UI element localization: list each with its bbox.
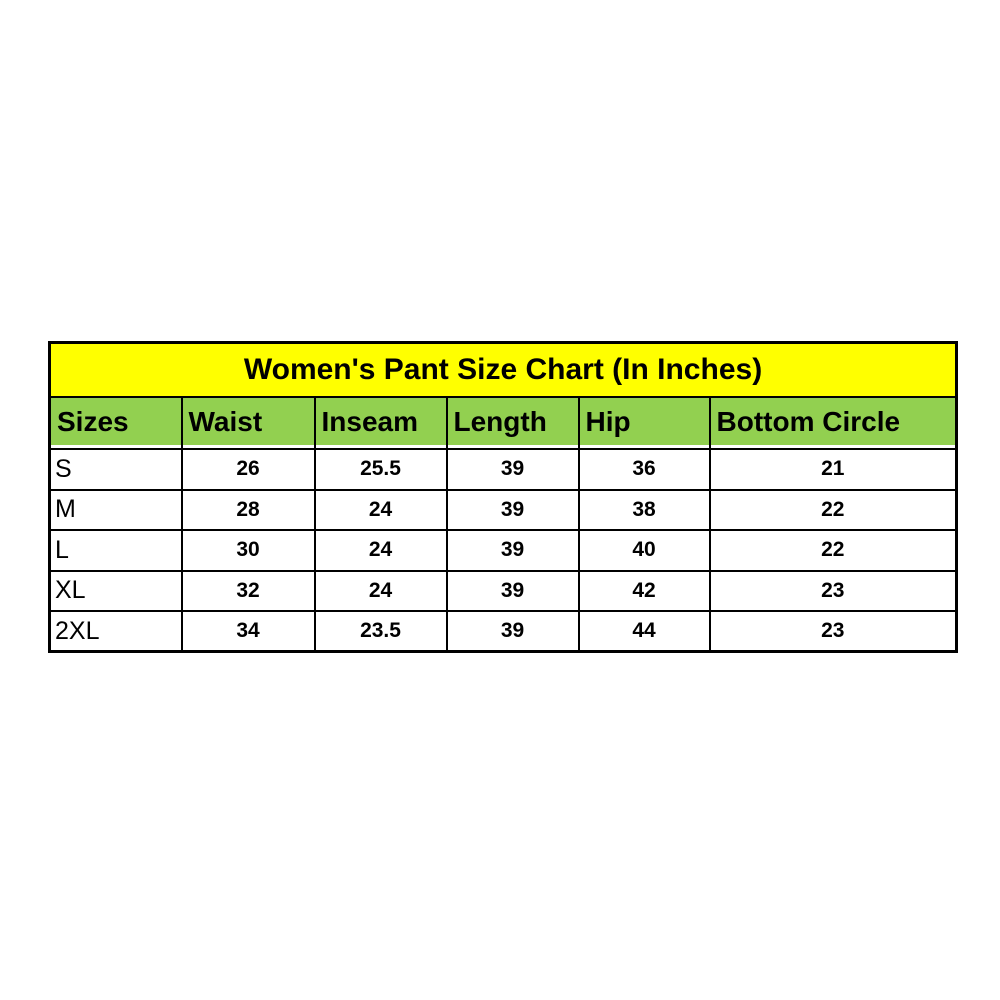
inseam-value: 24 — [313, 488, 448, 531]
hip-value: 38 — [577, 488, 711, 531]
size-chart-table: Women's Pant Size Chart (In Inches) Size… — [48, 341, 959, 653]
length-value: 39 — [445, 488, 580, 531]
column-header-sizes: Sizes — [48, 396, 183, 450]
column-header-bottom-circle: Bottom Circle — [708, 396, 958, 450]
table-row-xl: XL 32 24 39 42 23 — [48, 569, 958, 612]
waist-value: 32 — [180, 569, 316, 612]
hip-value: 44 — [577, 610, 711, 653]
inseam-value: 23.5 — [313, 610, 448, 653]
table-row-l: L 30 24 39 40 22 — [48, 529, 958, 572]
length-value: 39 — [445, 529, 580, 572]
size-label: XL — [48, 569, 183, 612]
header-row: Sizes Waist Inseam Length Hip Bottom Cir… — [48, 396, 958, 450]
size-label: 2XL — [48, 610, 183, 653]
length-value: 39 — [445, 569, 580, 612]
waist-value: 30 — [180, 529, 316, 572]
bottom-circle-value: 21 — [708, 448, 958, 491]
title-row: Women's Pant Size Chart (In Inches) — [48, 341, 958, 398]
bottom-circle-value: 22 — [708, 488, 958, 531]
table-row-s: S 26 25.5 39 36 21 — [48, 448, 958, 491]
column-header-length: Length — [445, 396, 580, 450]
chart-title: Women's Pant Size Chart (In Inches) — [48, 341, 958, 398]
column-header-waist: Waist — [180, 396, 316, 450]
size-label: S — [48, 448, 183, 491]
inseam-value: 24 — [313, 529, 448, 572]
hip-value: 36 — [577, 448, 711, 491]
waist-value: 28 — [180, 488, 316, 531]
waist-value: 34 — [180, 610, 316, 653]
size-label: M — [48, 488, 183, 531]
column-header-hip: Hip — [577, 396, 711, 450]
bottom-circle-value: 23 — [708, 610, 958, 653]
inseam-value: 25.5 — [313, 448, 448, 491]
waist-value: 26 — [180, 448, 316, 491]
bottom-circle-value: 23 — [708, 569, 958, 612]
hip-value: 40 — [577, 529, 711, 572]
table-row-2xl: 2XL 34 23.5 39 44 23 — [48, 610, 958, 653]
hip-value: 42 — [577, 569, 711, 612]
column-header-inseam: Inseam — [313, 396, 448, 450]
inseam-value: 24 — [313, 569, 448, 612]
size-label: L — [48, 529, 183, 572]
table-row-m: M 28 24 39 38 22 — [48, 488, 958, 531]
length-value: 39 — [445, 448, 580, 491]
length-value: 39 — [445, 610, 580, 653]
bottom-circle-value: 22 — [708, 529, 958, 572]
